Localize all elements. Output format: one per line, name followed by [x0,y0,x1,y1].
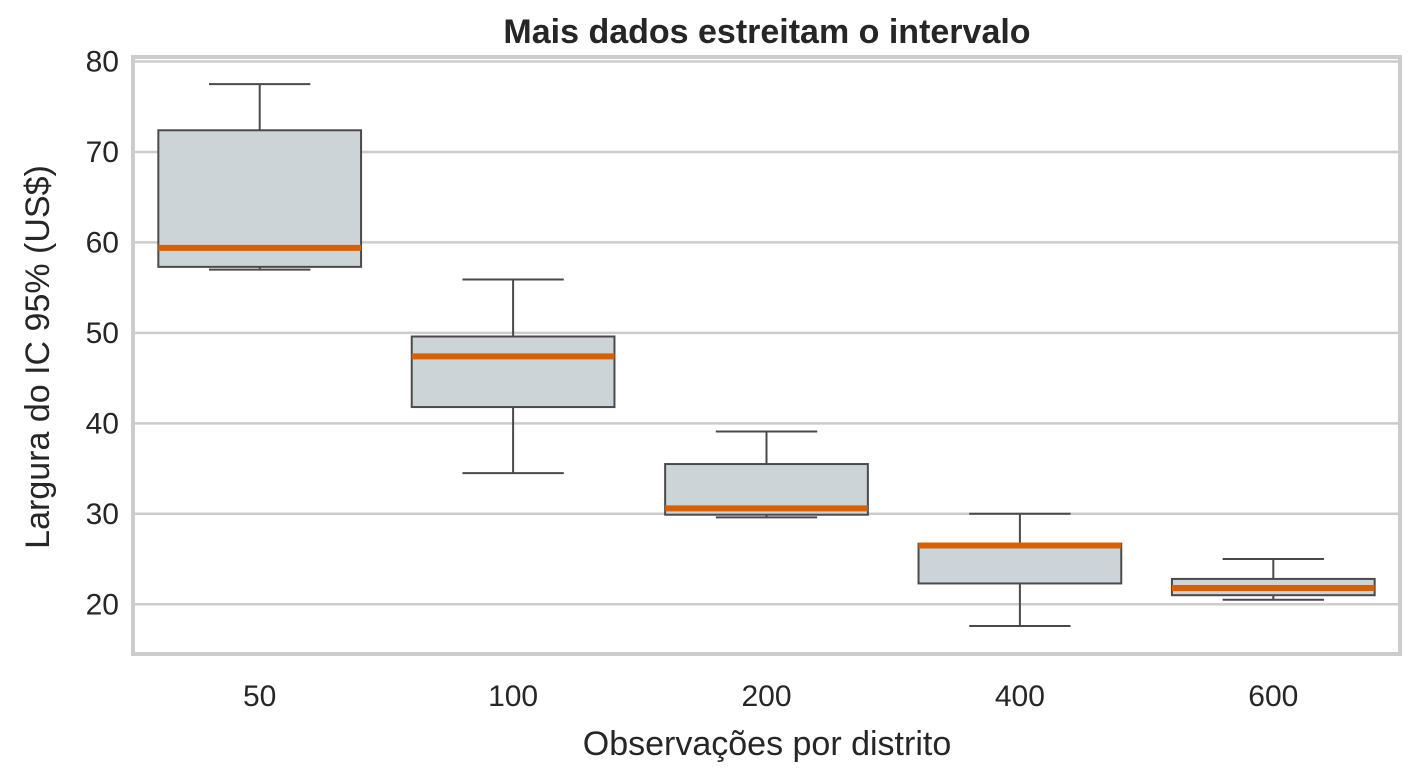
tick-layer: 20 30 40 50 60 70 80 50 100 200 400 600 [86,46,1299,713]
x-tick-label: 600 [1248,680,1298,713]
y-tick-label: 70 [86,136,119,169]
box-group [157,83,363,271]
box-body [917,542,1123,585]
y-axis-label: Largura do IC 95% (US$) [19,165,57,549]
y-tick-label: 40 [86,407,119,440]
x-tick-label: 100 [488,680,538,713]
y-tick-label: 30 [86,498,119,531]
box-layer [157,83,1376,627]
y-tick-label: 60 [86,226,119,259]
box-body [157,129,363,268]
x-axis-label: Observações por distrito [583,725,952,763]
box-body [410,335,616,409]
box-group [1170,558,1376,601]
y-tick-label: 20 [86,588,119,621]
x-tick-label: 50 [243,680,276,713]
y-tick-label: 50 [86,317,119,350]
y-tick-label: 80 [86,46,119,79]
box-group [664,430,869,519]
box-group [917,512,1123,627]
plot-frame [131,55,1402,656]
x-tick-label: 400 [995,680,1045,713]
chart-title: Mais dados estreitam o intervalo [503,13,1030,51]
box-group [410,278,616,475]
x-tick-label: 200 [741,680,791,713]
